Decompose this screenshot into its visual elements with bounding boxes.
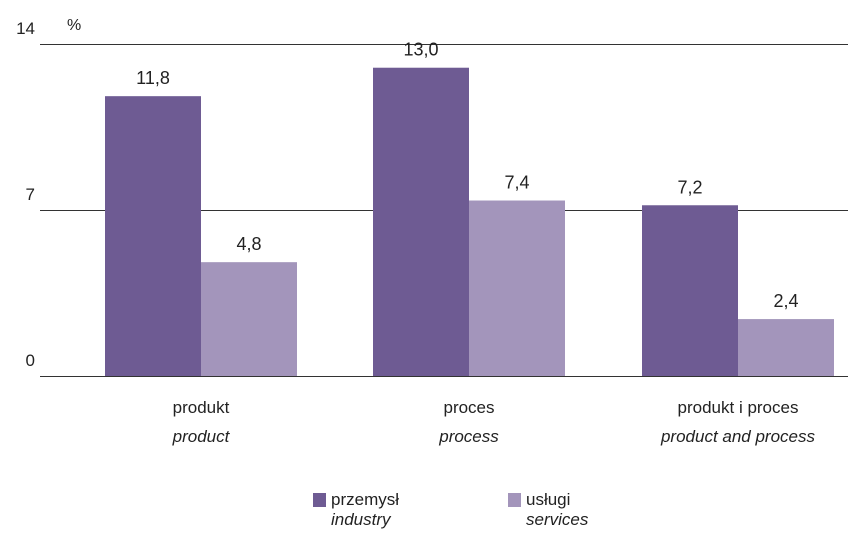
y-tick-label: 14: [16, 19, 35, 38]
data-labels: 11,8 13,0 7,2 4,8 7,4 2,4: [136, 40, 798, 311]
data-label: 11,8: [136, 68, 170, 88]
category-label-en: product: [172, 427, 231, 446]
y-tick-label: 0: [26, 351, 35, 370]
data-label: 13,0: [403, 40, 438, 60]
bar-industry-1: [373, 67, 469, 376]
legend-item-industry: przemysł industry: [313, 490, 399, 530]
data-label: 7,4: [504, 173, 529, 193]
category-label-en: process: [438, 427, 499, 446]
bar-industry-2: [642, 205, 738, 376]
legend-item-services: usługi services: [508, 490, 588, 530]
legend-label-services-pl: usługi: [526, 490, 571, 509]
bar-industry-0: [105, 96, 201, 377]
data-label: 2,4: [773, 291, 798, 311]
category-label-pl: produkt: [173, 398, 230, 417]
legend-label-industry-en: industry: [331, 510, 391, 529]
category-label-en: product and process: [660, 427, 816, 446]
bars: [105, 67, 834, 377]
bar-services-2: [738, 319, 834, 376]
y-tick-label: 7: [26, 185, 35, 204]
data-label: 4,8: [236, 234, 261, 254]
category-label-pl: proces: [443, 398, 494, 417]
category-label-pl: produkt i proces: [678, 398, 799, 417]
legend-label-services-en: services: [526, 510, 589, 529]
y-axis-unit-label: %: [67, 17, 81, 34]
bar-services-0: [201, 262, 297, 376]
legend-label-industry-pl: przemysł: [331, 490, 400, 509]
bar-services-1: [469, 200, 565, 376]
y-axis: 0 7 14%: [16, 17, 81, 370]
legend-swatch-services: [508, 493, 521, 507]
data-label: 7,2: [677, 177, 702, 197]
legend-swatch-industry: [313, 493, 326, 507]
category-labels: produkt product proces process produkt i pro…: [172, 398, 816, 446]
